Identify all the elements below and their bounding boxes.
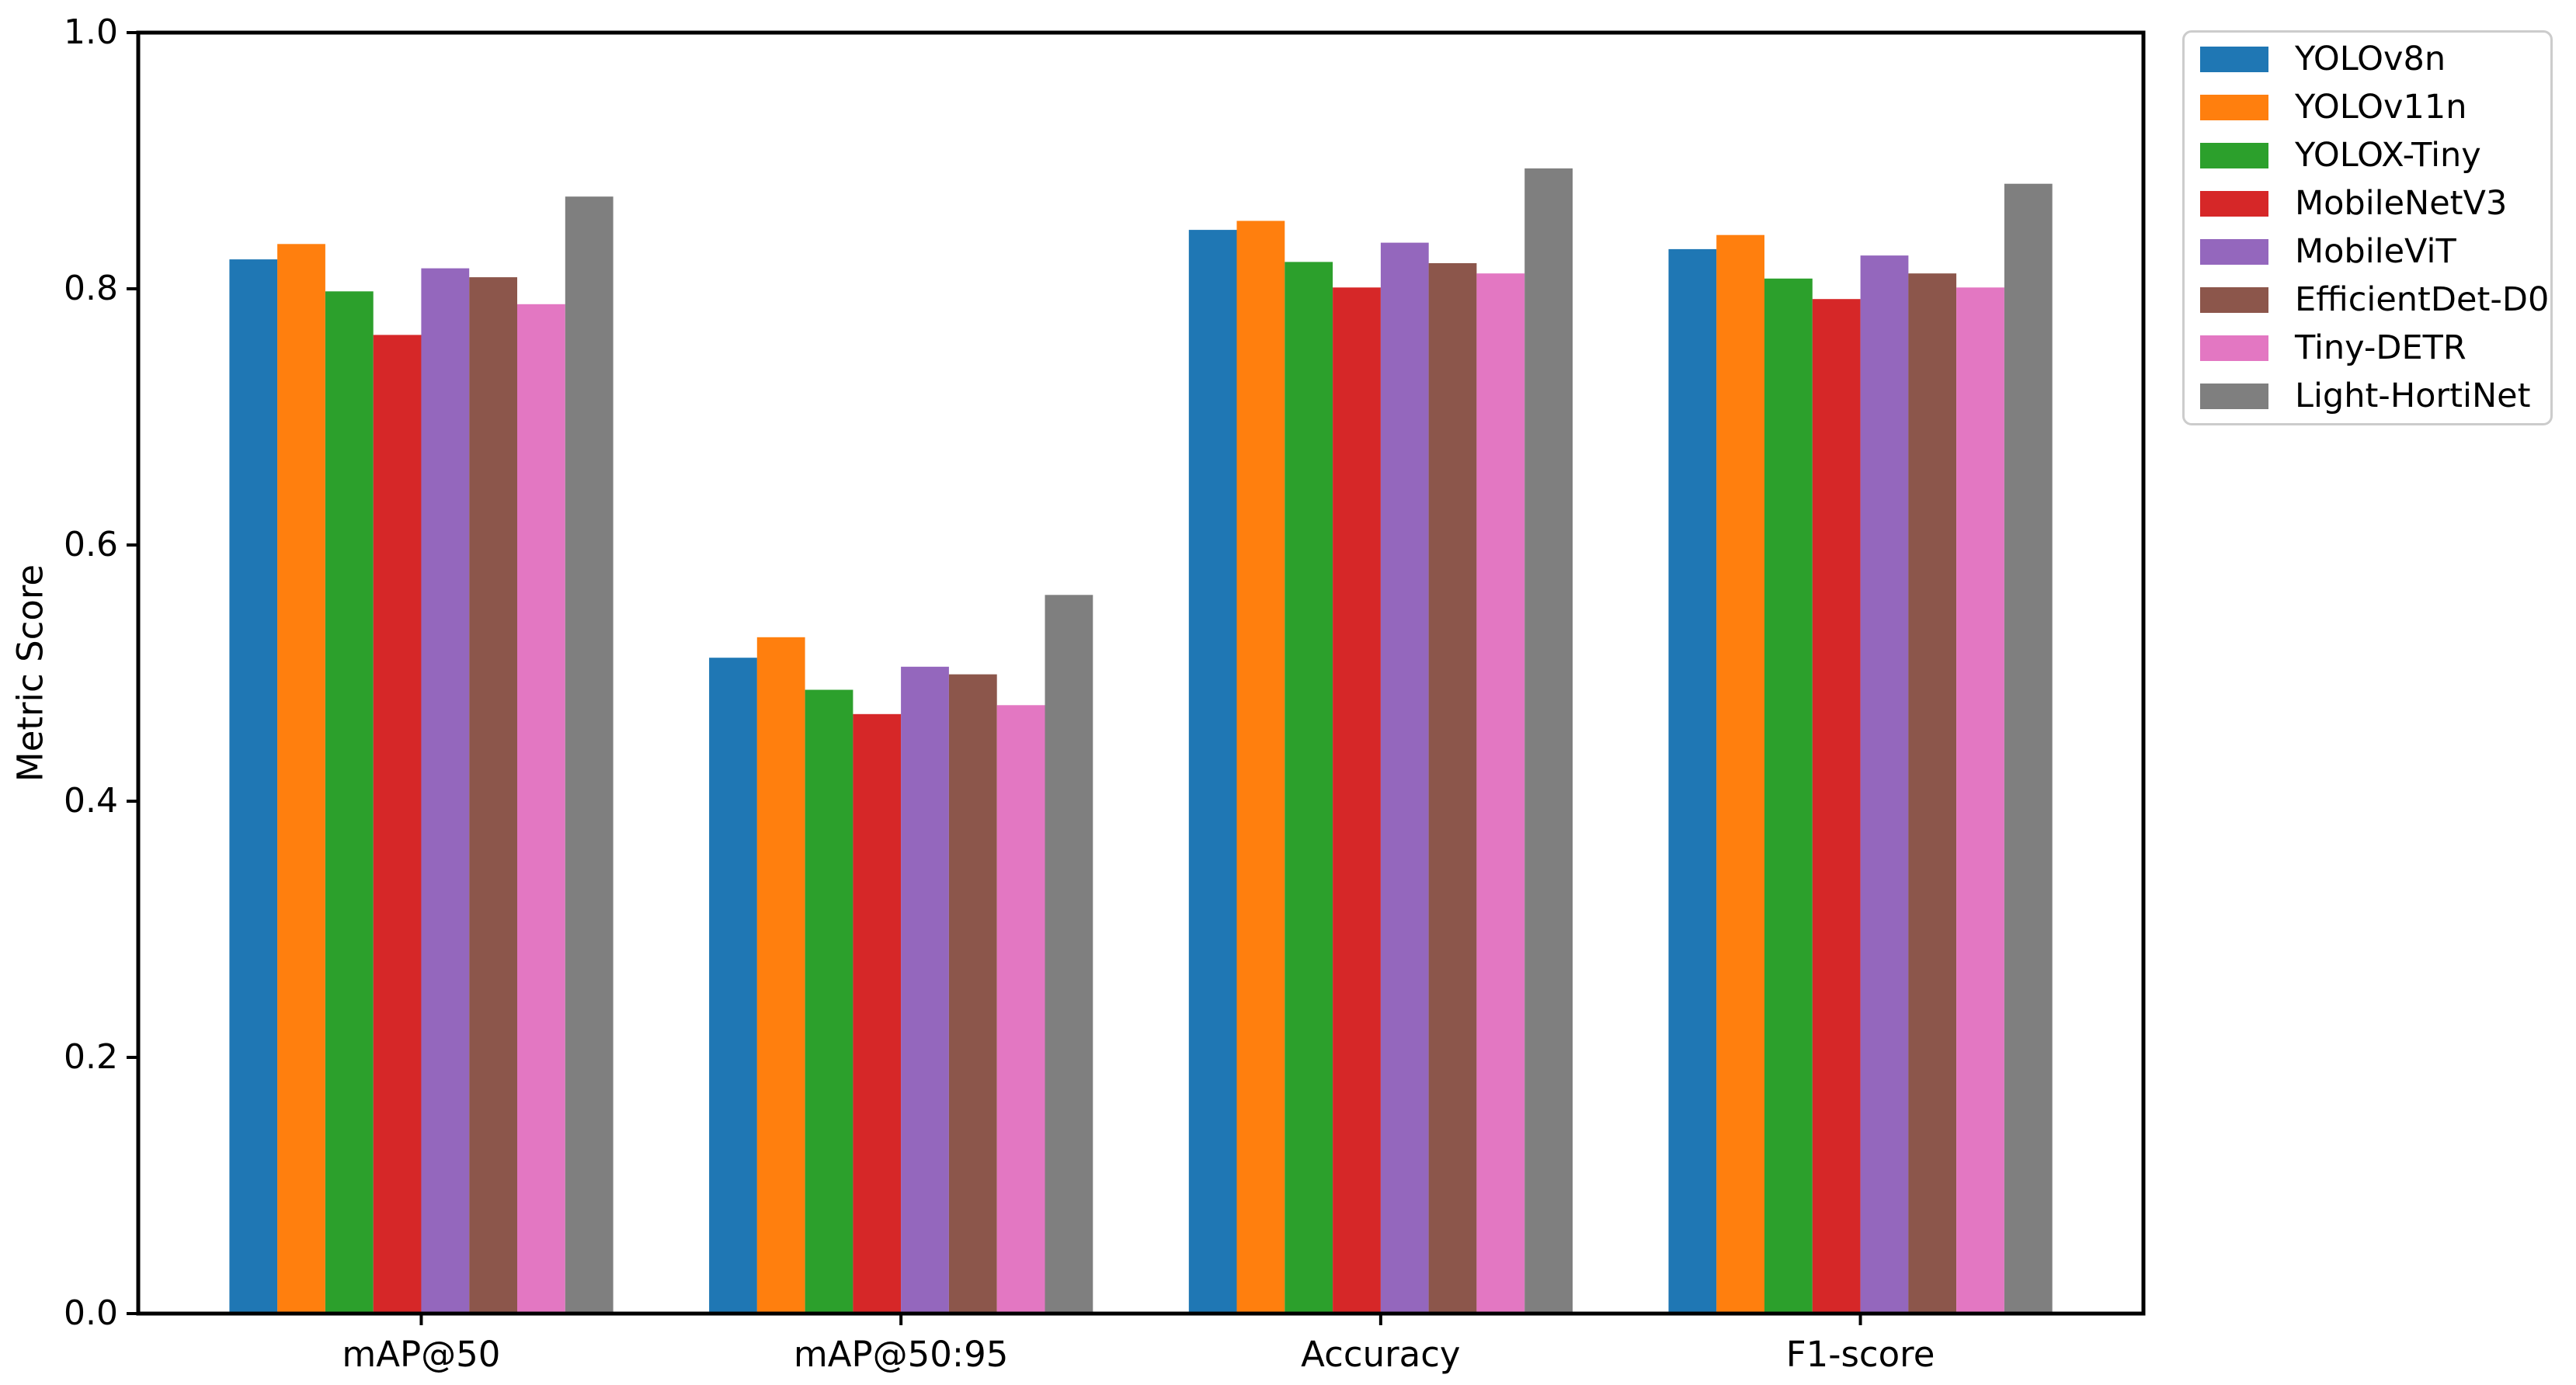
bar-MobileNetV3-Accuracy [1333, 287, 1381, 1314]
bar-MobileViT-F1-score [1860, 255, 1909, 1314]
y-tick-label-0.2: 0.2 [64, 1037, 118, 1077]
bar-YOLOv11n-mAP@50:95 [756, 637, 805, 1314]
legend-swatch-icon [2200, 335, 2268, 361]
x-tick-label-mAP@50:95: mAP@50:95 [793, 1334, 1009, 1375]
legend-item-YOLOv8n: YOLOv8n [2200, 43, 2535, 76]
bar-Tiny-DETR-mAP@50 [517, 304, 565, 1314]
y-axis-label: Metric Score [9, 564, 51, 783]
bar-Light-HortiNet-mAP@50 [565, 196, 614, 1314]
bar-Light-HortiNet-Accuracy [1524, 168, 1573, 1314]
bar-MobileViT-mAP@50 [421, 268, 470, 1314]
legend-label: Tiny-DETR [2295, 328, 2466, 367]
bar-YOLOX-Tiny-Accuracy [1285, 262, 1333, 1314]
legend-swatch-icon [2200, 191, 2268, 217]
bar-Light-HortiNet-mAP@50:95 [1045, 595, 1093, 1314]
x-tick-label-mAP@50: mAP@50 [342, 1334, 501, 1375]
bar-EfficientDet-D0-mAP@50 [469, 277, 517, 1314]
legend-label: MobileNetV3 [2295, 184, 2508, 223]
legend-item-MobileNetV3: MobileNetV3 [2200, 187, 2535, 220]
bar-YOLOv11n-Accuracy [1236, 220, 1285, 1314]
legend-item-Tiny-DETR: Tiny-DETR [2200, 331, 2535, 365]
bar-MobileNetV3-mAP@50 [373, 335, 422, 1314]
legend-swatch-icon [2200, 143, 2268, 168]
bars-layer [229, 168, 2053, 1314]
bar-EfficientDet-D0-F1-score [1908, 273, 1957, 1314]
legend-swatch-icon [2200, 95, 2268, 120]
legend-label: EfficientDet-D0 [2295, 280, 2550, 319]
legend-swatch-icon [2200, 384, 2268, 409]
bar-YOLOv8n-Accuracy [1188, 230, 1237, 1314]
bar-YOLOv11n-mAP@50 [277, 244, 325, 1314]
y-tick-label-0.0: 0.0 [64, 1293, 118, 1333]
bar-YOLOX-Tiny-F1-score [1764, 278, 1813, 1314]
axes-spines [136, 30, 2146, 1316]
legend-swatch-icon [2200, 47, 2268, 72]
y-tick-label-0.4: 0.4 [64, 781, 118, 821]
legend-label: Light-HortiNet [2295, 377, 2531, 415]
bar-YOLOv11n-F1-score [1716, 234, 1764, 1314]
bar-EfficientDet-D0-mAP@50:95 [948, 674, 997, 1314]
x-tick-label-Accuracy: Accuracy [1301, 1334, 1461, 1375]
legend-item-EfficientDet-D0: EfficientDet-D0 [2200, 283, 2549, 317]
legend-swatch-icon [2200, 287, 2268, 313]
bar-Tiny-DETR-mAP@50:95 [996, 705, 1045, 1314]
legend-label: YOLOv8n [2295, 40, 2446, 78]
bar-MobileViT-Accuracy [1380, 242, 1429, 1314]
bar-Tiny-DETR-F1-score [1956, 287, 2004, 1314]
legend-label: YOLOX-Tiny [2295, 136, 2481, 175]
legend-item-YOLOX-Tiny: YOLOX-Tiny [2200, 139, 2535, 172]
x-tick-label-F1-score: F1-score [1785, 1334, 1935, 1375]
bar-YOLOX-Tiny-mAP@50:95 [805, 689, 853, 1314]
legend-item-MobileViT: MobileViT [2200, 235, 2535, 269]
axes-layer [136, 30, 2146, 1316]
bar-YOLOv8n-mAP@50 [229, 259, 278, 1314]
legend: YOLOv8n YOLOv11n YOLOX-Tiny MobileNetV3 Mobi… [2182, 30, 2553, 425]
legend-label: YOLOv11n [2295, 88, 2467, 127]
y-tick-label-1.0: 1.0 [64, 12, 118, 52]
bar-EfficientDet-D0-Accuracy [1428, 263, 1477, 1314]
legend-item-YOLOv11n: YOLOv11n [2200, 91, 2535, 124]
legend-swatch-icon [2200, 239, 2268, 265]
bar-MobileNetV3-F1-score [1812, 299, 1861, 1314]
bar-MobileViT-mAP@50:95 [901, 666, 949, 1314]
bar-YOLOv8n-F1-score [1668, 248, 1717, 1314]
bar-Tiny-DETR-Accuracy [1476, 273, 1525, 1314]
legend-label: MobileViT [2295, 232, 2456, 271]
bar-MobileNetV3-mAP@50:95 [853, 713, 902, 1314]
bar-YOLOv8n-mAP@50:95 [709, 658, 757, 1314]
bar-YOLOX-Tiny-mAP@50 [325, 291, 374, 1314]
legend-item-Light-HortiNet: Light-HortiNet [2200, 380, 2535, 413]
y-tick-label-0.6: 0.6 [64, 525, 118, 564]
y-tick-label-0.8: 0.8 [64, 269, 118, 308]
bar-Light-HortiNet-F1-score [2004, 183, 2053, 1314]
